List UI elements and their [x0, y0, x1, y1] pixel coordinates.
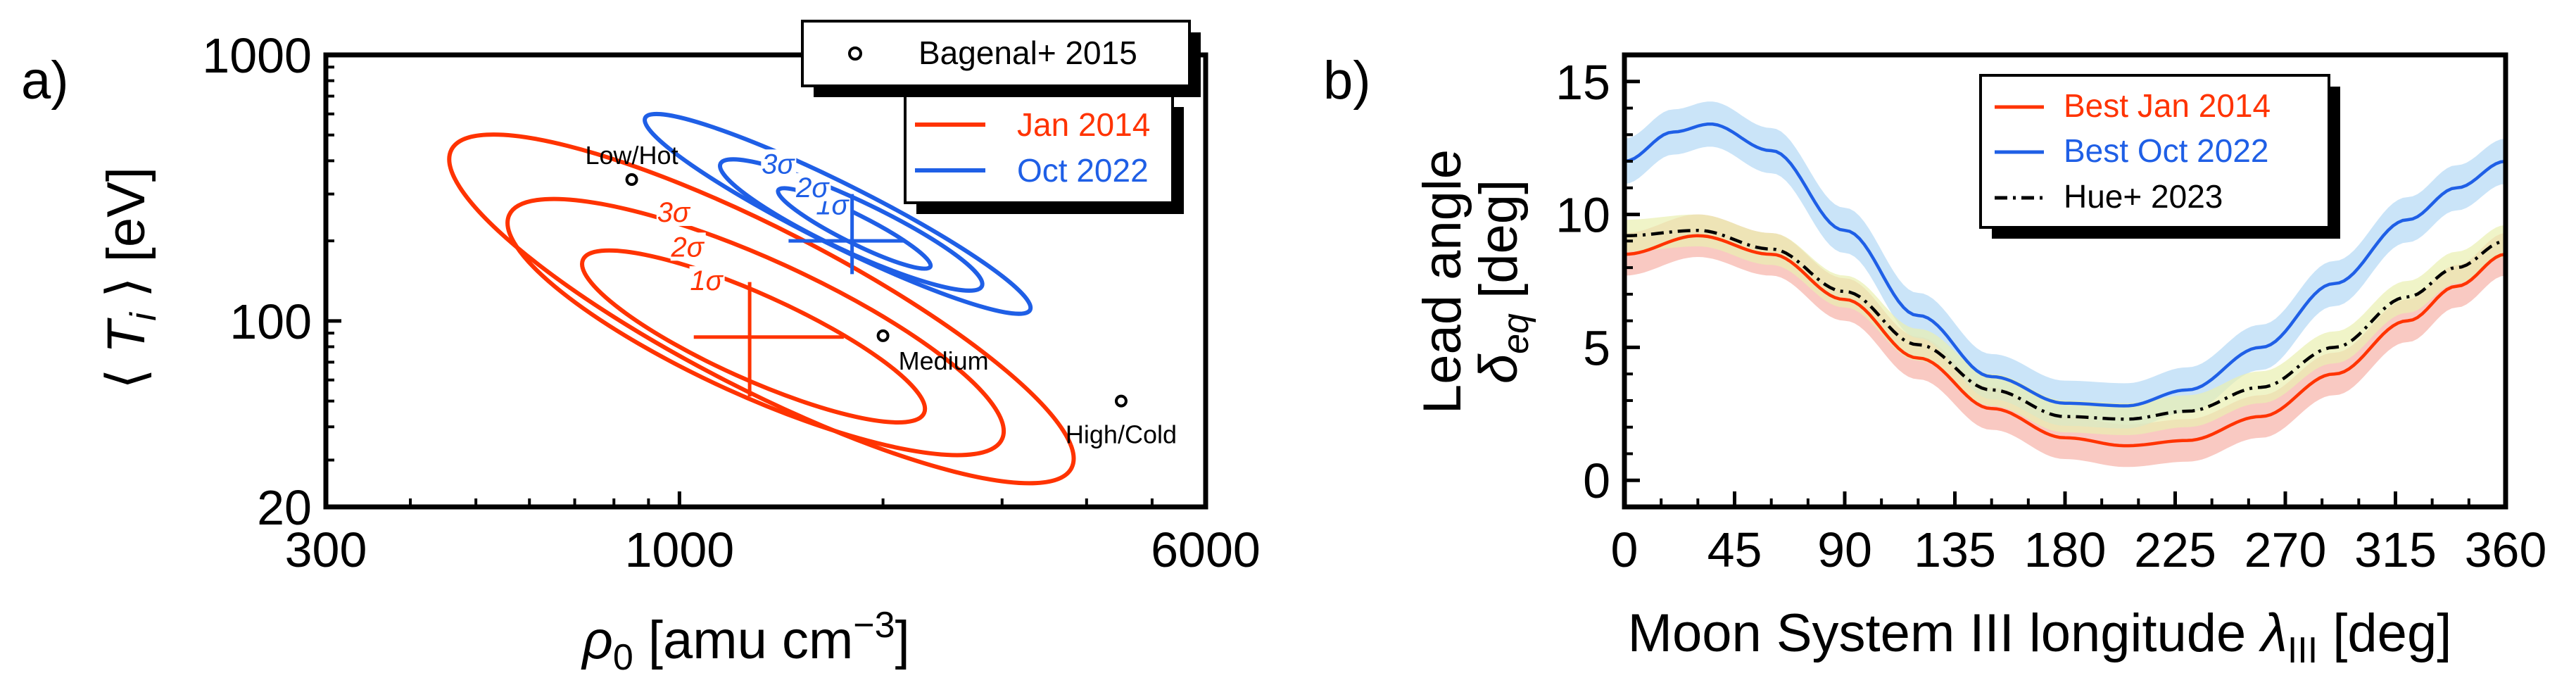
panel-a-legend-bagenal: Bagenal+ 2015 — [801, 20, 1201, 97]
line-hue-2023 — [1624, 228, 2506, 421]
contour-jan-2014-2sigma — [505, 196, 1006, 458]
b-x-tick-label-0: 0 — [1611, 522, 1639, 577]
contour-label-bg-jan-2014-3 — [656, 197, 692, 226]
legend-label-best-jan-2014: Best Jan 2014 — [2064, 87, 2271, 124]
b-y-tick-label-15: 15 — [1555, 55, 1610, 110]
panel-a-ylabel: ⟨ Ti ⟩ [eV] — [96, 167, 164, 389]
b-x-tick-label-315: 315 — [2354, 522, 2437, 577]
point-label-high-cold: High/Cold — [1066, 420, 1177, 449]
b-y-tick-label-5: 5 — [1583, 320, 1610, 375]
panel-b-ylabel-line1: Lead angle — [1413, 149, 1472, 414]
contour-label-jan-2014-3sigma: 3σ — [657, 197, 691, 228]
line-best-jan-2014 — [1624, 234, 2506, 448]
point-label-medium: Medium — [899, 346, 989, 375]
panel-b-tick-labels: 0 45 90 135 180 225 270 315 360 0 5 10 15 — [1555, 55, 2546, 577]
contour-label-jan-2014-2sigma: 2σ — [671, 232, 705, 263]
point-low-hot — [625, 173, 638, 187]
legend-marker-circle-icon — [848, 46, 862, 61]
line-best-oct-2022 — [1624, 123, 2506, 408]
b-x-tick-label-225: 225 — [2134, 522, 2216, 577]
b-y-tick-label-10: 10 — [1555, 188, 1610, 243]
panel-b: b) 0 45 90 135 180 225 270 315 360 0 5 10 15 Moon Sy… — [1323, 51, 2546, 671]
panel-a-frame — [323, 52, 1208, 510]
contour-label-bg-jan-2014-2 — [670, 232, 706, 261]
contour-jan-2014-3sigma — [447, 132, 1076, 486]
b-x-tick-label-45: 45 — [1707, 522, 1762, 577]
panel-b-ylabel-line2: δeq [deg] — [1469, 180, 1536, 384]
legend-label-oct-2022: Oct 2022 — [1017, 152, 1149, 189]
y-tick-label-1000: 1000 — [202, 28, 312, 83]
panel-a-label: a) — [21, 51, 69, 111]
b-x-tick-label-360: 360 — [2465, 522, 2547, 577]
x-tick-label-1000: 1000 — [625, 522, 735, 577]
b-x-tick-label-180: 180 — [2024, 522, 2107, 577]
legend-label-hue-2023: Hue+ 2023 — [2064, 178, 2223, 215]
panel-a-legend-series: Jan 2014 Oct 2022 — [904, 94, 1184, 214]
panel-b-ticks — [1622, 80, 2508, 507]
contour-label-bg-oct-2022-3 — [761, 149, 797, 178]
panel-a-ticks — [324, 53, 1208, 509]
legend-label-jan-2014: Jan 2014 — [1017, 106, 1150, 143]
contour-jan-2014-1sigma — [580, 248, 928, 425]
x-tick-label-6000: 6000 — [1151, 522, 1261, 577]
point-high-cold — [1114, 394, 1128, 408]
panel-b-xlabel: Moon System III longitude λIII [deg] — [1628, 603, 2452, 671]
point-label-low-hot: Low/Hot — [586, 141, 678, 170]
legend-label-best-oct-2022: Best Oct 2022 — [2064, 132, 2269, 169]
legend-label-bagenal: Bagenal+ 2015 — [918, 34, 1137, 71]
band-best-oct-2022 — [1624, 101, 2506, 429]
panel-b-label: b) — [1323, 51, 1371, 111]
panel-a-tick-labels: 300 1000 6000 20 100 1000 — [202, 28, 1261, 577]
x-tick-label-300: 300 — [285, 522, 367, 577]
contour-label-oct-2022-3sigma: 3σ — [762, 149, 795, 180]
panel-a-xlabel: ρ0 [amu cm−3] — [581, 605, 909, 678]
panel-b-marks — [1624, 101, 2506, 467]
point-medium — [876, 329, 890, 342]
panel-b-legend: Best Jan 2014 Best Oct 2022 Hue+ 2023 — [1979, 74, 2340, 239]
contour-label-bg-oct-2022-2 — [795, 172, 831, 201]
y-tick-label-20: 20 — [257, 480, 312, 535]
b-x-tick-label-135: 135 — [1914, 522, 1996, 577]
b-x-tick-label-270: 270 — [2244, 522, 2327, 577]
contour-label-jan-2014-1sigma: 1σ — [690, 265, 724, 296]
y-tick-label-100: 100 — [229, 294, 312, 349]
band-hue-2023 — [1624, 214, 2506, 435]
b-x-tick-label-90: 90 — [1817, 522, 1872, 577]
contour-label-bg-jan-2014-1 — [689, 266, 725, 295]
b-y-tick-label-0: 0 — [1583, 453, 1610, 508]
contour-label-oct-2022-2sigma: 2σ — [795, 172, 830, 203]
